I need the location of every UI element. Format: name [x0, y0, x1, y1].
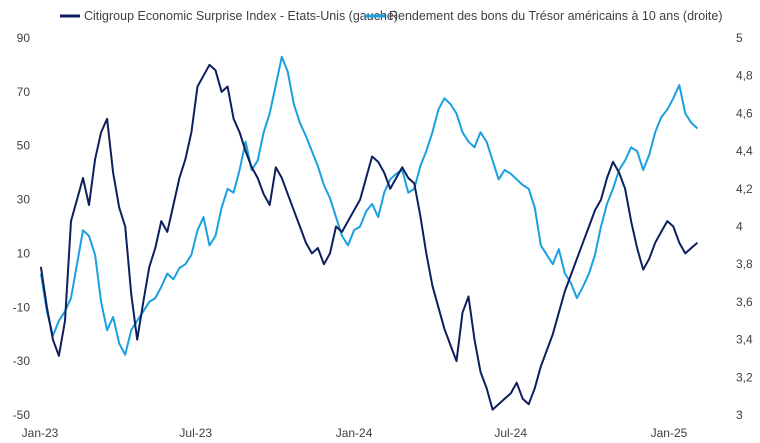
x-axis: Jan-23 Jul-23 Jan-24 Jul-24 Jan-25 — [22, 426, 688, 440]
legend-label-citi: Citigroup Economic Surprise Index - Etat… — [84, 9, 398, 23]
y-axis-right: 5 4,8 4,6 4,4 4,2 4 3,8 3,6 3,4 3,2 3 — [736, 31, 753, 422]
y-right-tick-label: 3 — [736, 408, 743, 422]
y-right-tick-label: 4,4 — [736, 144, 753, 158]
y-left-tick-label: 50 — [17, 139, 31, 153]
y-right-tick-label: 4,6 — [736, 106, 753, 120]
y-right-tick-label: 4 — [736, 220, 743, 234]
y-right-tick-label: 3,4 — [736, 333, 753, 347]
y-left-tick-label: 70 — [17, 85, 31, 99]
series-line-citi-surprise — [39, 63, 699, 411]
legend: Citigroup Economic Surprise Index - Etat… — [60, 9, 723, 23]
y-right-tick-label: 5 — [736, 31, 743, 45]
x-tick-label: Jan-24 — [336, 426, 373, 440]
y-left-tick-label: 90 — [17, 31, 31, 45]
y-left-tick-label: 10 — [17, 246, 31, 260]
y-left-tick-label: -10 — [13, 300, 31, 314]
y-left-tick-label: 30 — [17, 193, 31, 207]
series-line-treasury-10y — [39, 55, 699, 356]
y-right-tick-label: 4,8 — [736, 69, 753, 83]
y-right-tick-label: 3,6 — [736, 295, 753, 309]
y-axis-left: 90 70 50 30 10 -10 -30 -50 — [13, 31, 31, 422]
x-tick-label: Jan-23 — [22, 426, 59, 440]
y-left-tick-label: -30 — [13, 354, 31, 368]
legend-label-treasury: Rendement des bons du Trésor américains … — [389, 9, 723, 23]
x-tick-label: Jul-24 — [494, 426, 527, 440]
x-tick-label: Jan-25 — [651, 426, 688, 440]
y-right-tick-label: 3,8 — [736, 257, 753, 271]
y-left-tick-label: -50 — [13, 408, 31, 422]
y-right-tick-label: 3,2 — [736, 370, 753, 384]
y-right-tick-label: 4,2 — [736, 182, 753, 196]
x-tick-label: Jul-23 — [179, 426, 212, 440]
